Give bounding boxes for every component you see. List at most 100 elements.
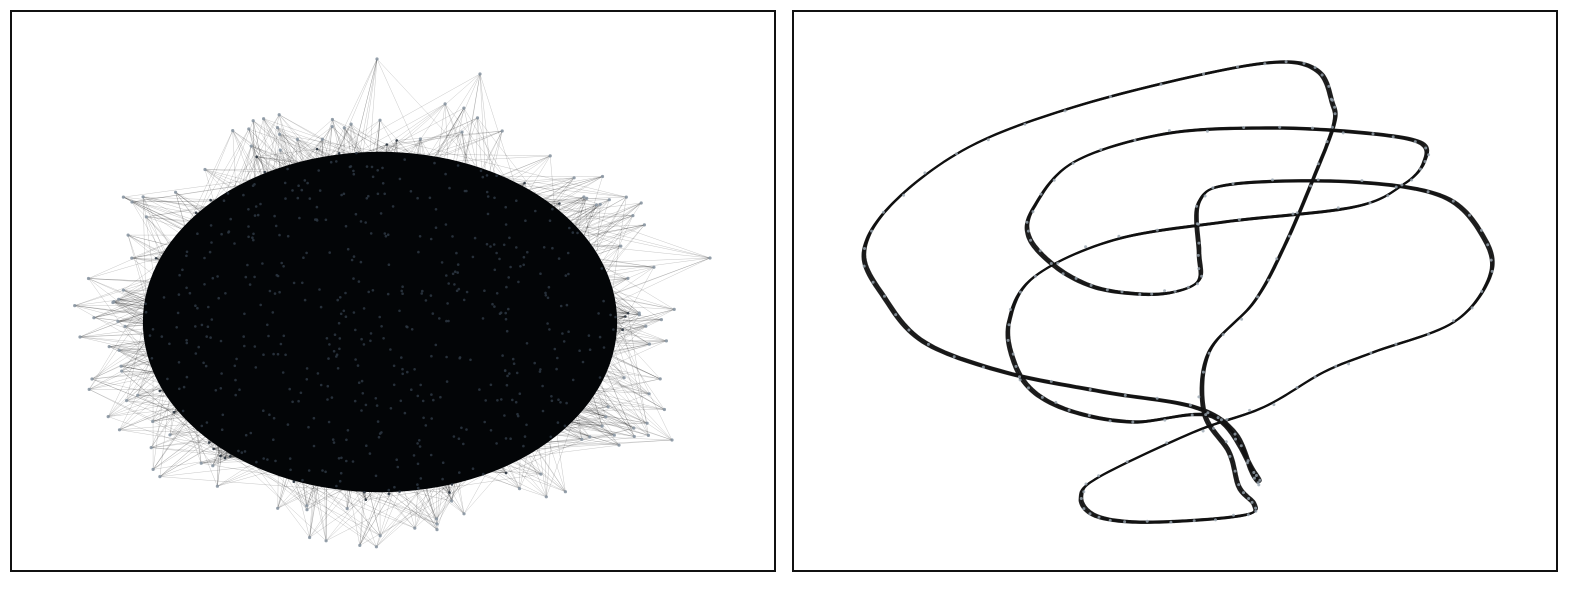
network-node (364, 221, 368, 224)
curve-node (1302, 61, 1306, 65)
network-node (254, 366, 258, 369)
network-node (566, 251, 570, 255)
network-node (441, 461, 445, 465)
network-node (500, 129, 504, 133)
network-node (274, 224, 278, 228)
network-node (435, 522, 439, 526)
network-node (292, 281, 296, 285)
network-node (117, 348, 121, 352)
curve-node (1169, 520, 1173, 524)
network-node (87, 387, 91, 391)
network-node (278, 148, 282, 152)
network-node (324, 218, 328, 222)
network-node (619, 244, 623, 248)
network-node (154, 257, 158, 260)
network-node (401, 292, 404, 296)
network-node (443, 102, 447, 106)
curve-node (1418, 167, 1422, 171)
network-node (359, 260, 363, 264)
network-node (451, 272, 455, 276)
network-node (438, 317, 441, 320)
network-node (647, 392, 651, 396)
network-node (419, 383, 423, 387)
network-node (282, 265, 285, 268)
network-node (565, 401, 568, 405)
network-node (345, 459, 348, 463)
network-node (301, 281, 304, 285)
network-node (493, 268, 497, 272)
curve-node (1202, 72, 1205, 76)
network-node (374, 545, 378, 549)
network-node (324, 539, 328, 543)
network-node (130, 256, 134, 260)
network-node (255, 155, 258, 158)
network-node (252, 232, 255, 236)
network-node (162, 296, 166, 299)
network-node (151, 328, 155, 331)
network-node (406, 370, 409, 374)
network-node (177, 293, 181, 296)
network-node (399, 399, 403, 403)
network-node (526, 250, 529, 254)
curve-node (1201, 370, 1205, 374)
network-node (278, 233, 281, 237)
network-node (587, 334, 591, 337)
curve-node (926, 342, 930, 346)
network-node (279, 342, 283, 346)
network-node (78, 335, 82, 339)
network-node (319, 383, 323, 387)
network-node (538, 370, 542, 373)
network-node (598, 202, 602, 206)
network-node (418, 439, 421, 442)
curve-node (1027, 386, 1030, 390)
network-node (240, 451, 244, 454)
network-node (496, 399, 499, 402)
network-node (106, 415, 110, 419)
curve-node (1486, 243, 1490, 247)
curve-node (1228, 454, 1232, 458)
network-node (672, 307, 676, 311)
network-node (398, 490, 401, 493)
network-node (445, 355, 448, 359)
network-node (335, 160, 338, 163)
curve-node (1242, 491, 1245, 495)
curve-node (1105, 288, 1109, 292)
network-node (524, 219, 527, 222)
network-node (254, 205, 258, 208)
network-node (434, 208, 438, 211)
curve-node (1336, 206, 1340, 210)
curve-node (1309, 184, 1313, 188)
network-node (378, 534, 382, 538)
network-node (247, 235, 250, 239)
network-node (486, 195, 490, 198)
curve-node (1079, 497, 1083, 500)
network-node (291, 189, 294, 192)
network-node (130, 200, 134, 204)
network-node (367, 194, 370, 198)
network-node (188, 291, 192, 295)
network-node (272, 352, 275, 356)
network-node (580, 437, 584, 441)
network-node (403, 158, 407, 161)
network-node (400, 356, 403, 359)
network-node (422, 416, 425, 420)
network-node (318, 288, 321, 291)
network-node (340, 193, 343, 197)
curve-node (1052, 178, 1056, 182)
network-node (278, 290, 281, 294)
network-node (185, 250, 189, 254)
network-node (607, 198, 611, 202)
network-node (227, 231, 230, 234)
network-node (370, 165, 374, 169)
network-node (458, 471, 461, 474)
network-node (369, 332, 373, 335)
network-node (505, 329, 509, 333)
network-node (567, 272, 570, 276)
network-node (306, 181, 309, 185)
network-node (212, 447, 215, 451)
network-node (632, 426, 636, 430)
network-node (266, 323, 269, 327)
network-node (316, 372, 320, 375)
network-node (338, 337, 342, 340)
network-node (206, 325, 210, 329)
